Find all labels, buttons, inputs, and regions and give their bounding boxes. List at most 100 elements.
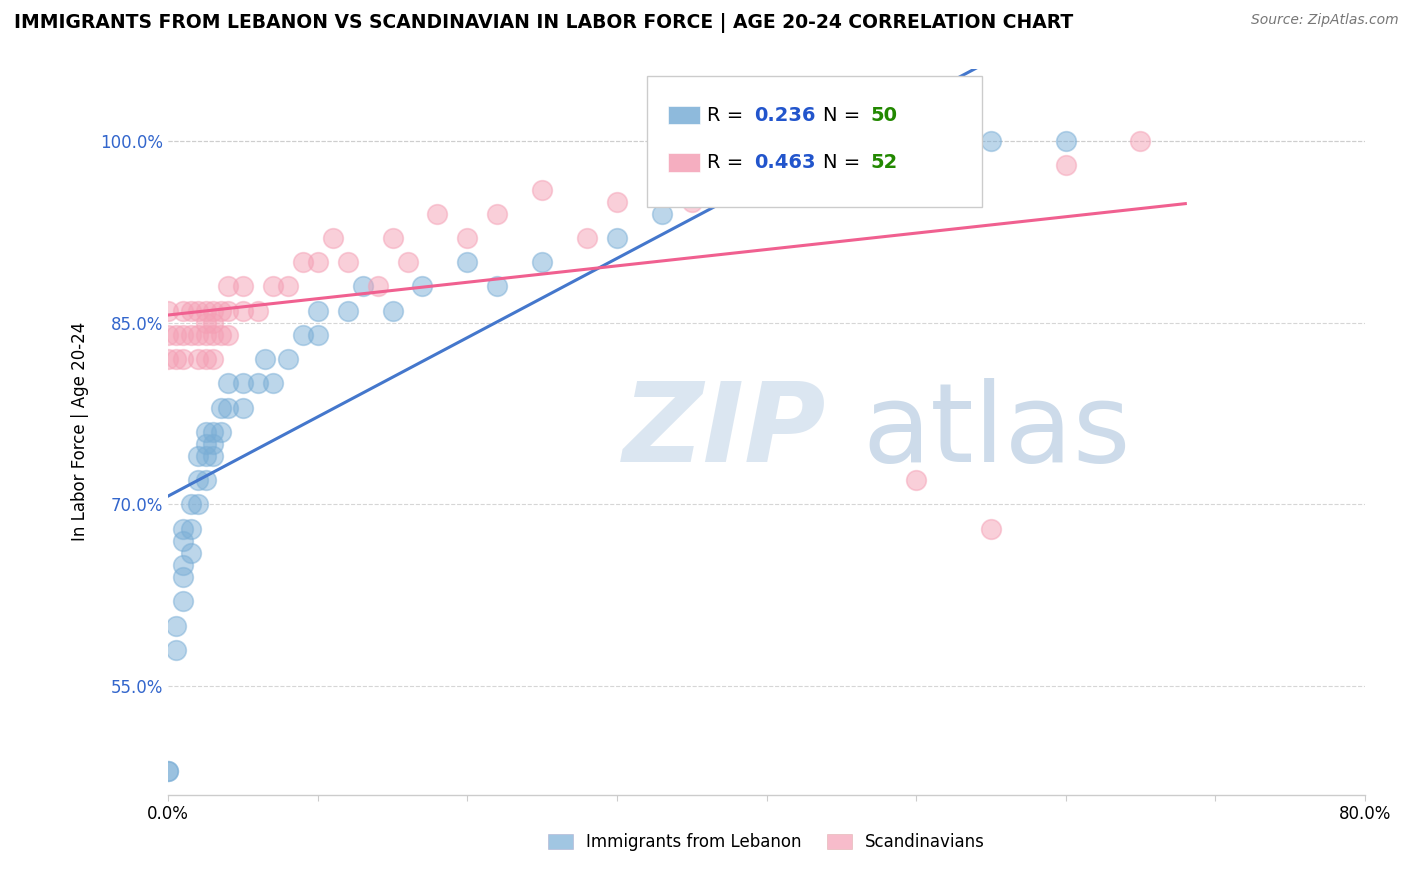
- Text: 0.236: 0.236: [755, 105, 815, 125]
- Point: [1054, 158, 1077, 172]
- Point: [725, 170, 748, 185]
- Point: [172, 533, 194, 548]
- Point: [165, 327, 187, 342]
- Legend: Immigrants from Lebanon, Scandinavians: Immigrants from Lebanon, Scandinavians: [540, 825, 994, 859]
- Point: [157, 327, 180, 342]
- Point: [180, 546, 202, 560]
- Point: [217, 327, 239, 342]
- Point: [232, 279, 254, 293]
- Point: [755, 183, 778, 197]
- Point: [187, 498, 209, 512]
- Point: [291, 327, 314, 342]
- Point: [202, 425, 225, 439]
- FancyBboxPatch shape: [668, 153, 700, 171]
- Point: [576, 231, 599, 245]
- Point: [209, 303, 232, 318]
- Point: [180, 327, 202, 342]
- Point: [486, 279, 509, 293]
- Point: [1129, 134, 1152, 148]
- Point: [232, 303, 254, 318]
- Point: [187, 473, 209, 487]
- Point: [531, 183, 554, 197]
- Point: [209, 401, 232, 415]
- Point: [246, 376, 269, 391]
- FancyBboxPatch shape: [668, 105, 700, 125]
- Point: [905, 134, 928, 148]
- Point: [180, 303, 202, 318]
- Point: [307, 255, 329, 269]
- Point: [291, 255, 314, 269]
- Point: [980, 522, 1002, 536]
- Text: 0.463: 0.463: [755, 153, 815, 172]
- Point: [194, 352, 217, 367]
- Point: [172, 570, 194, 584]
- Point: [232, 376, 254, 391]
- Point: [980, 134, 1002, 148]
- Point: [651, 207, 673, 221]
- Point: [426, 207, 449, 221]
- Point: [202, 327, 225, 342]
- Point: [157, 764, 180, 778]
- Point: [381, 303, 404, 318]
- Point: [165, 352, 187, 367]
- Point: [322, 231, 344, 245]
- FancyBboxPatch shape: [647, 76, 981, 207]
- Text: Source: ZipAtlas.com: Source: ZipAtlas.com: [1251, 13, 1399, 28]
- Point: [411, 279, 433, 293]
- Point: [194, 437, 217, 451]
- Point: [1054, 134, 1077, 148]
- Point: [396, 255, 419, 269]
- Point: [194, 303, 217, 318]
- Point: [336, 255, 359, 269]
- Point: [262, 279, 284, 293]
- Point: [254, 352, 277, 367]
- Point: [202, 449, 225, 463]
- Point: [246, 303, 269, 318]
- Text: R =: R =: [707, 153, 749, 172]
- Text: N =: N =: [823, 105, 866, 125]
- Point: [157, 764, 180, 778]
- Point: [262, 376, 284, 391]
- Point: [194, 449, 217, 463]
- Point: [367, 279, 389, 293]
- Point: [172, 594, 194, 608]
- Point: [187, 303, 209, 318]
- Point: [194, 473, 217, 487]
- Point: [905, 473, 928, 487]
- Point: [277, 279, 299, 293]
- Point: [165, 642, 187, 657]
- Point: [194, 425, 217, 439]
- Point: [381, 231, 404, 245]
- Point: [202, 437, 225, 451]
- Point: [172, 522, 194, 536]
- Point: [486, 207, 509, 221]
- Point: [217, 279, 239, 293]
- Point: [202, 316, 225, 330]
- Point: [217, 303, 239, 318]
- Point: [606, 194, 628, 209]
- Point: [456, 231, 478, 245]
- Point: [217, 401, 239, 415]
- Point: [725, 183, 748, 197]
- Text: N =: N =: [823, 153, 866, 172]
- Point: [202, 352, 225, 367]
- Point: [845, 158, 868, 172]
- Y-axis label: In Labor Force | Age 20-24: In Labor Force | Age 20-24: [72, 322, 89, 541]
- Point: [180, 498, 202, 512]
- Text: ZIP: ZIP: [623, 378, 827, 485]
- Text: R =: R =: [707, 105, 749, 125]
- Point: [157, 352, 180, 367]
- Point: [194, 327, 217, 342]
- Point: [180, 522, 202, 536]
- Point: [187, 352, 209, 367]
- Point: [209, 327, 232, 342]
- Point: [277, 352, 299, 367]
- Point: [157, 303, 180, 318]
- Point: [830, 158, 852, 172]
- Point: [172, 327, 194, 342]
- Point: [232, 401, 254, 415]
- Text: 52: 52: [870, 153, 898, 172]
- Text: IMMIGRANTS FROM LEBANON VS SCANDINAVIAN IN LABOR FORCE | AGE 20-24 CORRELATION C: IMMIGRANTS FROM LEBANON VS SCANDINAVIAN …: [14, 13, 1073, 33]
- Point: [172, 558, 194, 572]
- Point: [209, 425, 232, 439]
